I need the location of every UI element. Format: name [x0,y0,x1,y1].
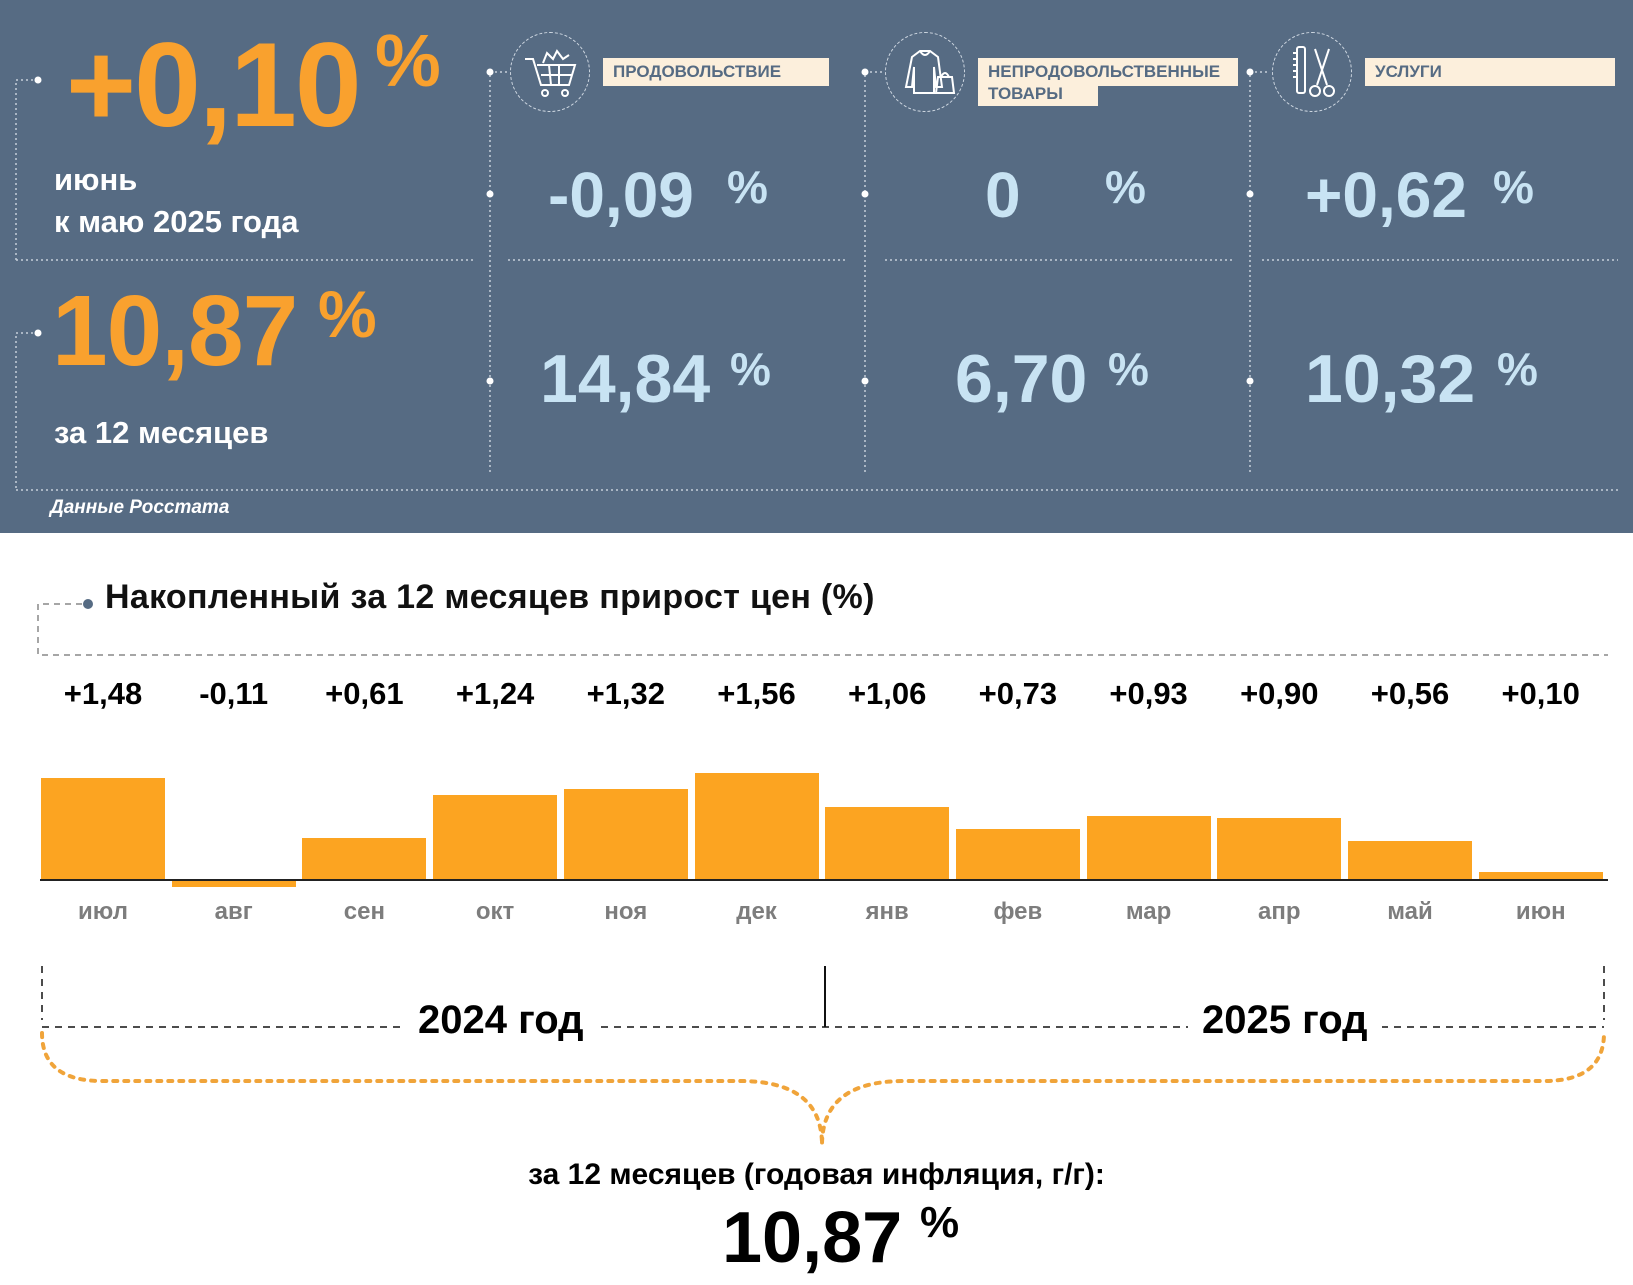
value-label: +0,93 [1109,676,1188,711]
bar-янв [825,806,950,879]
chart-baseline [40,879,1608,881]
annual-caption: за 12 месяцев [54,415,269,450]
panel-guide-lines [15,68,1618,491]
value-label: +1,32 [586,676,666,711]
bar-май [1348,840,1472,879]
food-monthly-value: -0,09 [548,159,694,231]
bar-сен [302,837,427,879]
year-label-2025: 2025 год [1188,998,1382,1043]
annual-change-percent: % [318,277,377,351]
value-label: +1,24 [455,676,535,711]
food-annual-value: 14,84 [540,341,711,417]
month-label: мар [1125,898,1172,925]
clothes-bag-icon [885,32,965,112]
services-monthly-value: +0,62 [1305,159,1467,231]
month-label: дек [736,898,777,925]
services-annual-percent: % [1497,343,1538,395]
shopping-cart-icon [510,32,590,112]
month-label: май [1387,898,1433,925]
bar-авг [171,880,296,888]
monthly-change-percent: % [375,19,441,102]
month-label: окт [475,898,515,925]
month-label: фев [993,898,1043,925]
bar-мар [1086,815,1211,879]
food-annual-percent: % [730,343,771,395]
value-label: +0,73 [978,676,1058,711]
bar-июн [1478,872,1603,879]
month-label: янв [865,898,909,925]
bar-фев [955,829,1080,879]
chart-title: Накопленный за 12 месяцев прирост цен (%… [105,578,875,616]
services-monthly-percent: % [1493,161,1534,213]
nonfood-annual-percent: % [1108,343,1149,395]
nonfood-monthly-value: 0 [985,159,1021,231]
bar-окт [433,794,558,879]
bar-апр [1217,817,1342,879]
value-label: +1,06 [847,676,927,711]
food-monthly-percent: % [727,161,768,213]
category-label-nonfood-line2: ТОВАРЫ [978,80,1098,106]
data-source: Данные Росстата [50,497,230,518]
monthly-caption-line1: июнь [54,162,138,197]
nonfood-monthly-percent: % [1105,161,1146,213]
nonfood-annual-value: 6,70 [955,341,1088,417]
value-label: +0,10 [1501,676,1580,711]
month-label: июл [78,898,128,925]
annual-change-value: 10,87 [52,275,298,387]
category-label-services: УСЛУГИ [1365,58,1615,86]
month-label: авг [214,898,253,925]
value-label: -0,11 [199,676,269,711]
value-label: +0,61 [325,676,404,711]
monthly-change-value: +0,10 [66,18,362,152]
month-label: июн [1515,898,1566,925]
month-label: сен [343,898,385,925]
value-label: +1,56 [717,676,796,711]
bar-ноя [563,789,688,879]
year-label-2024: 2024 год [404,998,598,1043]
bar-дек [694,772,819,879]
summary-panel: +0,10 % июнь к маю 2025 года 10,87 % за … [0,0,1633,533]
annual-inflation-caption: за 12 месяцев (годовая инфляция, г/г): [528,1158,1105,1191]
annual-inflation-value: 10,87 [722,1198,903,1278]
month-label: ноя [604,898,648,925]
month-label: апр [1258,898,1301,925]
value-label: +0,56 [1370,676,1450,711]
comb-scissors-icon [1272,32,1352,112]
annual-inflation-percent: % [920,1198,960,1247]
bar-июл [41,778,165,879]
category-label-food: ПРОДОВОЛЬСТВИЕ [603,58,829,86]
value-label: +1,48 [63,676,143,711]
services-annual-value: 10,32 [1305,341,1476,417]
monthly-caption-line2: к маю 2025 года [54,204,299,239]
value-label: +0,90 [1240,676,1319,711]
